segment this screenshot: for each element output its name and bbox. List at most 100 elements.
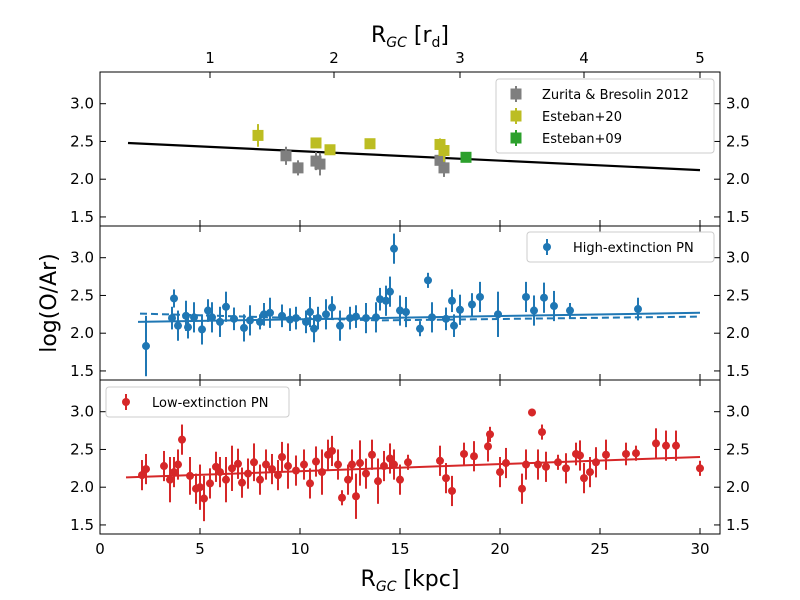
top-ytick-label-left: 2.0 (70, 170, 94, 188)
bottom-data-point (470, 452, 478, 461)
xtick-label: 20 (490, 540, 509, 558)
x-axis-label-main: R (361, 567, 376, 592)
bottom-data-point (362, 469, 370, 478)
top-legend-box (495, 78, 715, 154)
middle-data-point (184, 323, 192, 332)
bottom-data-point (484, 442, 492, 451)
bottom-data-point (356, 459, 364, 468)
middle-data-point (396, 306, 404, 315)
xtick-label: 0 (95, 540, 105, 558)
bottom-data-point (486, 430, 494, 439)
bottom-data-point (262, 460, 270, 469)
top-axis-tick-label: 2 (329, 49, 339, 67)
middle-data-point (530, 306, 538, 315)
middle-data-point (208, 313, 216, 322)
bottom-ytick-label-right: 2.0 (726, 478, 750, 496)
middle-data-point (346, 314, 354, 323)
middle-data-point (314, 314, 322, 323)
top-axis-tick-label: 4 (579, 49, 589, 67)
top-axis-tick-label: 3 (455, 49, 465, 67)
bottom-data-point (178, 435, 186, 444)
bottom-data-point (534, 460, 542, 469)
bottom-data-point (300, 460, 308, 469)
bottom-data-point (142, 465, 150, 474)
bottom-data-point (344, 475, 352, 484)
bottom-data-point (662, 441, 670, 450)
middle-ytick-label-right: 3.0 (726, 249, 750, 267)
bottom-data-point (328, 446, 336, 455)
x-axis-label-sub: GC (376, 579, 397, 595)
top-legend-marker (510, 88, 522, 100)
top-data-point (434, 138, 446, 150)
bottom-data-point (528, 408, 536, 417)
bottom-data-point (166, 475, 174, 484)
middle-data-point (382, 296, 390, 305)
middle-data-point (256, 317, 264, 326)
middle-ytick-label-left: 3.0 (70, 249, 94, 267)
xtick-label: 25 (590, 540, 609, 558)
x-axis-label-unit: [kpc] (396, 567, 459, 592)
top-data-point (324, 144, 336, 156)
top-data-point (438, 162, 450, 174)
bottom-data-point (542, 462, 550, 471)
bottom-data-point (396, 475, 404, 484)
bottom-data-point (348, 460, 356, 469)
top-data-point (438, 145, 450, 157)
top-axis-tick-label: 1 (205, 49, 215, 67)
bottom-data-point (632, 449, 640, 458)
bottom-data-point (216, 468, 224, 477)
top-legend-label: Zurita & Bresolin 2012 (542, 88, 689, 103)
middle-data-point (522, 292, 530, 301)
xtick-label: 30 (690, 540, 709, 558)
top-data-point (310, 137, 322, 149)
middle-data-point (540, 293, 548, 302)
middle-data-point (286, 315, 294, 324)
bottom-panel: 1.5 1.5 2.0 2.0 2.5 2.5 3.0 3.0 Low-extinction P… (70, 379, 750, 558)
bottom-data-point (586, 468, 594, 477)
bottom-data-point (186, 471, 194, 480)
top-data-point (460, 151, 472, 163)
middle-data-point (278, 311, 286, 320)
x-axis-label: RGC [kpc] (361, 567, 460, 595)
middle-ytick-label-left: 2.0 (70, 324, 94, 342)
middle-data-point (174, 321, 182, 330)
middle-data-point (448, 296, 456, 305)
top-data-point (252, 129, 264, 141)
middle-legend-label: High-extinction PN (573, 241, 694, 256)
middle-ytick-label-left: 2.5 (70, 286, 94, 304)
middle-data-point (362, 314, 370, 323)
bottom-ytick-label-left: 1.5 (70, 516, 94, 534)
bottom-data-point (228, 464, 236, 473)
bottom-data-point (538, 428, 546, 437)
middle-data-point (386, 287, 394, 296)
top-ytick-label-right: 3.0 (726, 95, 750, 113)
middle-data-point (376, 295, 384, 304)
bottom-data-point (602, 450, 610, 459)
bottom-data-point (274, 471, 282, 480)
middle-data-point (168, 314, 176, 323)
middle-data-point (292, 314, 300, 323)
bottom-data-point (518, 484, 526, 493)
bottom-data-point (368, 450, 376, 459)
bottom-data-point (334, 460, 342, 469)
bottom-data-point (160, 462, 168, 471)
middle-ytick-label-right: 2.5 (726, 286, 750, 304)
middle-ytick-label-right: 1.5 (726, 362, 750, 380)
bottom-data-point (206, 479, 214, 488)
bottom-data-point (554, 458, 562, 467)
top-panel: 1.5 1.5 2.0 2.0 2.5 2.5 3.0 3.0 Zurita & Bresoli… (70, 49, 750, 227)
bottom-data-point (404, 458, 412, 467)
bottom-data-point (244, 469, 252, 478)
middle-data-point (230, 314, 238, 323)
bottom-data-point (592, 458, 600, 467)
top-axis-tick-label: 5 (695, 49, 705, 67)
top-data-point (434, 154, 446, 166)
top-ytick-label-right: 2.0 (726, 170, 750, 188)
middle-data-point (402, 308, 410, 317)
middle-data-point (170, 294, 178, 303)
middle-data-point (246, 316, 254, 325)
middle-data-point (198, 325, 206, 334)
middle-data-point (416, 324, 424, 333)
middle-data-point (390, 244, 398, 253)
bottom-data-point (436, 456, 444, 465)
